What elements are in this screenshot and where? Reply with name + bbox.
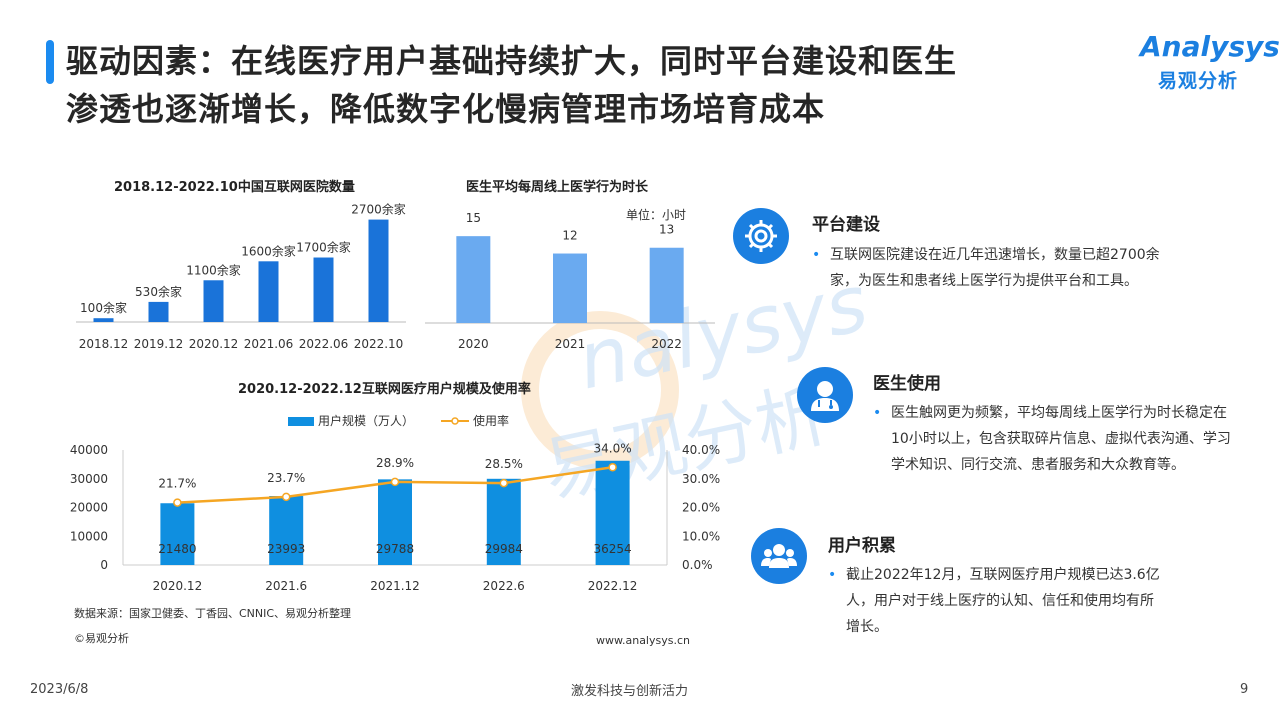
section-heading-doctor: 医生使用 <box>873 374 941 394</box>
section-heading-platform: 平台建设 <box>812 215 880 235</box>
title-accent-bar <box>46 40 54 84</box>
chart3-bar <box>160 503 195 565</box>
doctor-icon <box>797 367 853 423</box>
chart1-x-tick: 2021.06 <box>244 337 294 351</box>
chart3-y-left-tick: 40000 <box>70 443 108 457</box>
data-source: 数据来源：国家卫健委、丁香园、CNNIC、易观分析整理 <box>74 607 352 620</box>
section-body-platform: • 互联网医院建设在近几年迅速增长，数量已超2700余家，为医生和患者线上医学行… <box>812 242 1170 294</box>
logo: Analysys <box>1140 30 1280 63</box>
chart3-y-left-tick: 0 <box>100 558 108 572</box>
chart3-usage-label: 28.5% <box>485 457 523 471</box>
chart1-bar <box>148 301 169 322</box>
chart1-bar <box>203 280 224 322</box>
chart3-title: 2020.12-2022.12互联网医疗用户规模及使用率 <box>238 382 531 397</box>
chart3-usage-point <box>390 477 400 487</box>
chart1-title: 2018.12-2022.10中国互联网医院数量 <box>114 180 355 195</box>
chart3-y-left-tick: 10000 <box>70 529 108 543</box>
chart3-x-tick: 2022.12 <box>588 579 638 593</box>
chart1-value-label: 530余家 <box>135 284 182 299</box>
chart1-value-label: 2700余家 <box>351 202 406 217</box>
chart2-bar <box>456 236 491 323</box>
website-url[interactable]: www.analysys.cn <box>596 634 690 647</box>
copyright: ©易观分析 <box>74 632 129 645</box>
chart1-value-label: 1700余家 <box>296 240 351 255</box>
chart3-y-right-tick: 0.0% <box>682 558 713 572</box>
footer-slogan: 激发科技与创新活力 <box>571 684 689 699</box>
chart2-value-label: 15 <box>466 211 481 225</box>
chart3-bar-value-label: 21480 <box>158 542 196 556</box>
chart1-x-tick: 2022.06 <box>299 337 349 351</box>
legend-line-label: 使用率 <box>473 413 509 428</box>
users-icon <box>751 528 807 584</box>
chart3-bar-value-label: 23993 <box>267 542 305 556</box>
chart3-usage-point <box>608 463 617 472</box>
chart3-usage-label: 34.0% <box>594 441 632 455</box>
chart2-bar <box>649 247 684 323</box>
chart3-x-tick: 2021.12 <box>370 579 420 593</box>
chart1-bar <box>93 318 114 322</box>
chart2-x-tick: 2020 <box>458 337 489 351</box>
chart2-value-label: 13 <box>659 223 674 237</box>
section-text-doctor: 医生触网更为频繁，平均每周线上医学行为时长稳定在10小时以上，包含获取碎片信息、… <box>891 405 1231 473</box>
chart2-bar <box>553 253 587 323</box>
chart3-y-left-tick: 20000 <box>70 501 108 515</box>
gear-icon <box>733 208 789 264</box>
logo-subtitle: 易观分析 <box>1158 70 1239 92</box>
chart3-bar <box>269 496 304 565</box>
chart2-title: 医生平均每周线上医学行为时长 <box>466 180 649 195</box>
chart3-y-right-tick: 30.0% <box>682 472 720 486</box>
chart2-unit: 单位：小时 <box>626 208 687 222</box>
section-text-users: 截止2022年12月，互联网医疗用户规模已达3.6亿人，用户对于线上医疗的认知、… <box>846 567 1160 635</box>
chart2-x-tick: 2022 <box>651 337 682 351</box>
chart3-usage-point <box>173 498 182 507</box>
chart3-usage-point <box>499 478 509 488</box>
chart1-bar <box>368 219 389 322</box>
chart2-doctor-hours: 15 2020 12 2021 13 2022 <box>425 211 715 351</box>
chart3-usage-point <box>281 492 291 502</box>
chart3-usage-label: 21.7% <box>158 477 196 491</box>
chart3-bar <box>595 460 630 565</box>
chart3-y-right-tick: 10.0% <box>682 529 720 543</box>
chart3-y-right-tick: 40.0% <box>682 443 720 457</box>
section-heading-users: 用户积累 <box>828 536 896 556</box>
chart1-value-label: 1600余家 <box>241 243 296 258</box>
page-title-line1: 驱动因素：在线医疗用户基础持续扩大，同时平台建设和医生 <box>66 42 958 80</box>
chart3-bar-value-label: 36254 <box>594 542 632 556</box>
bullet-dot: • <box>812 247 821 263</box>
chart1-bar <box>258 261 279 322</box>
chart1-value-label: 1100余家 <box>186 262 241 277</box>
legend-bar-swatch <box>288 417 314 426</box>
chart1-x-tick: 2020.12 <box>189 337 239 351</box>
chart3-x-tick: 2020.12 <box>153 579 203 593</box>
chart1-value-label: 100余家 <box>80 300 127 315</box>
legend-bar-label: 用户规模（万人） <box>318 413 414 428</box>
page-number: 9 <box>1240 682 1249 697</box>
legend-line-marker <box>451 417 459 425</box>
chart1-x-tick: 2018.12 <box>79 337 129 351</box>
chart3-user-scale: 用户规模（万人） 使用率 0 10000 20000 30000 40000 0.0% 10.0… <box>70 413 720 593</box>
chart3-bar <box>486 478 521 565</box>
bullet-dot: • <box>828 567 837 583</box>
bullet-dot: • <box>873 405 882 421</box>
footer-date: 2023/6/8 <box>30 682 89 697</box>
section-text-platform: 互联网医院建设在近几年迅速增长，数量已超2700余家，为医生和患者线上医学行为提… <box>830 247 1160 289</box>
page-title-line2: 渗透也逐渐增长，降低数字化慢病管理市场培育成本 <box>66 90 826 128</box>
chart3-x-tick: 2022.6 <box>483 579 525 593</box>
section-body-users: • 截止2022年12月，互联网医疗用户规模已达3.6亿人，用户对于线上医疗的认… <box>828 562 1166 640</box>
chart1-hospital-count: 100余家 2018.12 530余家 2019.12 1100余家 2020.12 160… <box>76 202 406 351</box>
chart1-x-tick: 2019.12 <box>134 337 184 351</box>
chart3-x-tick: 2021.6 <box>265 579 307 593</box>
chart3-y-right-tick: 20.0% <box>682 501 720 515</box>
chart3-bar-value-label: 29788 <box>376 542 414 556</box>
chart3-bar-value-label: 29984 <box>485 542 523 556</box>
chart3-usage-label: 28.9% <box>376 456 414 470</box>
chart2-value-label: 12 <box>562 229 577 243</box>
chart3-usage-label: 23.7% <box>267 471 305 485</box>
section-body-doctor: • 医生触网更为频繁，平均每周线上医学行为时长稳定在10小时以上，包含获取碎片信… <box>873 400 1233 478</box>
chart1-x-tick: 2022.10 <box>354 337 404 351</box>
chart3-bar <box>378 479 412 565</box>
chart3-y-left-tick: 30000 <box>70 472 108 486</box>
chart2-x-tick: 2021 <box>555 337 586 351</box>
chart1-bar <box>313 257 334 322</box>
